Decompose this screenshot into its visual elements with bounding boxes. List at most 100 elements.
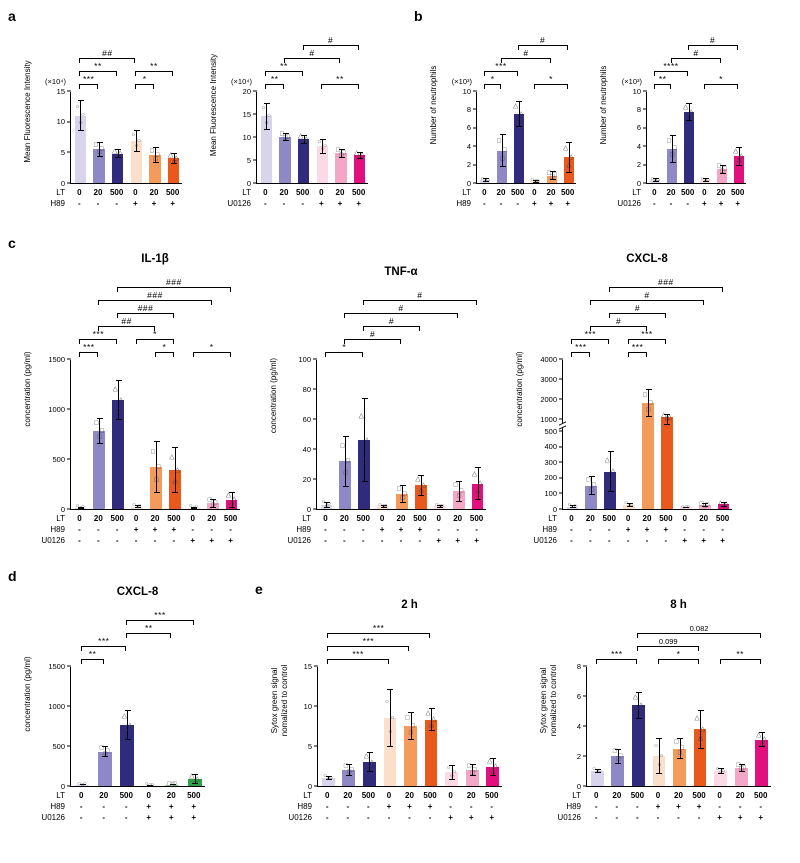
x-cell: + [489,813,495,822]
x-cell: + [735,199,740,208]
data-point: △ [298,132,304,140]
bar [486,766,500,786]
data-point: △ [189,772,195,780]
data-point: ○ [326,774,331,782]
y-tick [643,108,647,110]
sig-bracket: # [344,330,401,344]
x-cell: - [418,536,422,545]
sig-bracket: *** [126,611,194,625]
error-bar [418,474,425,496]
y-tick [559,358,563,360]
y-tick [313,478,317,480]
x-cell: - [229,525,232,534]
bar [260,116,273,183]
error-bar [96,141,103,157]
x-cell: - [172,536,176,545]
y-tick-label: 15 [242,109,251,119]
sig-label: ** [658,74,667,84]
data-point: △ [736,156,742,164]
x-cell: 20 [466,791,476,800]
x-cell: 500 [730,188,745,197]
bar [734,768,748,786]
error-bar [626,502,633,508]
bar [225,499,238,509]
bar [342,770,356,786]
y-tick [314,665,318,667]
sig-label: *** [98,636,110,646]
sig-bracket: # [517,36,568,50]
y-tick-label: 10 [632,86,641,96]
x-cell: 20 [546,188,556,197]
bar [321,778,335,786]
data-point: ○ [650,174,655,182]
x-cell: - [301,199,304,208]
chart-mfi-h89: Mean Fluorescence Intensity (×10⁴) *** ** ##… [20,39,190,209]
data-point: ○ [75,102,80,110]
y-tick-label: 1000 [48,404,65,414]
data-point: □ [99,744,104,752]
bar [358,440,371,509]
x-cell: 0 [655,791,661,800]
x-cell: 500 [165,188,180,197]
y-axis-break-icon [559,421,566,430]
x-row-label: U0126 [287,536,311,545]
data-point: △ [632,693,638,701]
data-point: □ [411,721,416,729]
y-tick-label: 0 [576,781,581,791]
x-cell: 20 [666,188,676,197]
data-point: □ [552,171,557,179]
x-cell: - [210,525,213,534]
x-cell: - [361,536,365,545]
x-row-label: H89 [456,199,471,208]
x-cell: 500 [510,188,525,197]
error-bar [399,485,406,503]
y-tick [559,508,563,510]
sig-label: ** [94,61,102,71]
y-tick-label: 3000 [540,374,557,384]
y-tick [583,725,587,727]
x-cell: 20 [496,188,506,197]
data-point: ○ [148,781,153,789]
x-cell: - [594,802,598,811]
error-bar [191,506,198,509]
sig-bracket: ## [79,49,136,63]
x-cell: - [153,536,157,545]
sig-bracket: * [704,75,738,89]
x-cell: 500 [754,791,768,800]
error-bar [738,764,745,772]
data-point: △ [518,109,524,117]
data-point: □ [280,130,284,138]
chart-title: TNF-α [384,266,418,278]
y-tick-label: 100 [298,354,311,364]
data-point: □ [339,151,344,159]
x-axis-rows: LT 0 20 500 0 20 500 0 20 500 H89 - - - + + + - - - U0126 - - -… [41,513,240,546]
y-tick-label: 10 [303,701,312,711]
plot-area: 0 2 4 6 8 10 ○ ○ ○ □ □ □ △ △ △ ○ ○ ○ □ □ □ △ △ △ [633,87,746,186]
x-axis-row: H89 - - - + + + [50,198,182,209]
x-axis-row: LT 0 20 500 0 20 500 0 20 500 [302,513,486,524]
x-cell: - [346,813,350,822]
x-cell: 20 [674,791,683,800]
x-cell: + [190,536,196,545]
error-bar [652,178,659,183]
y-tick [313,388,317,390]
data-point: △ [171,156,177,164]
x-axis-row: U0126 - - - + + + [617,198,746,209]
x-cell: - [96,536,100,545]
y-tick [559,430,563,432]
sig-bracket: * [192,343,231,357]
data-point: ○ [700,174,705,182]
y-tick-label: 60 [302,414,311,424]
data-point: □ [616,755,621,763]
y-tick [67,665,71,667]
panel-c-charts: IL-1β concentration (pg/ml) *** *** * * * ## ###… [20,253,740,546]
bar [316,146,329,183]
x-axis-row: U0126 - - - - - - + + + [288,812,502,823]
x-cell: - [594,813,598,822]
x-cell: 0 [532,188,537,197]
sig-label: # [616,316,622,326]
x-axis-row: U0126 - - - - - - + + + [41,535,240,546]
x-cell: - [652,199,656,208]
error-bar [192,774,199,784]
data-point: △ [428,720,434,728]
